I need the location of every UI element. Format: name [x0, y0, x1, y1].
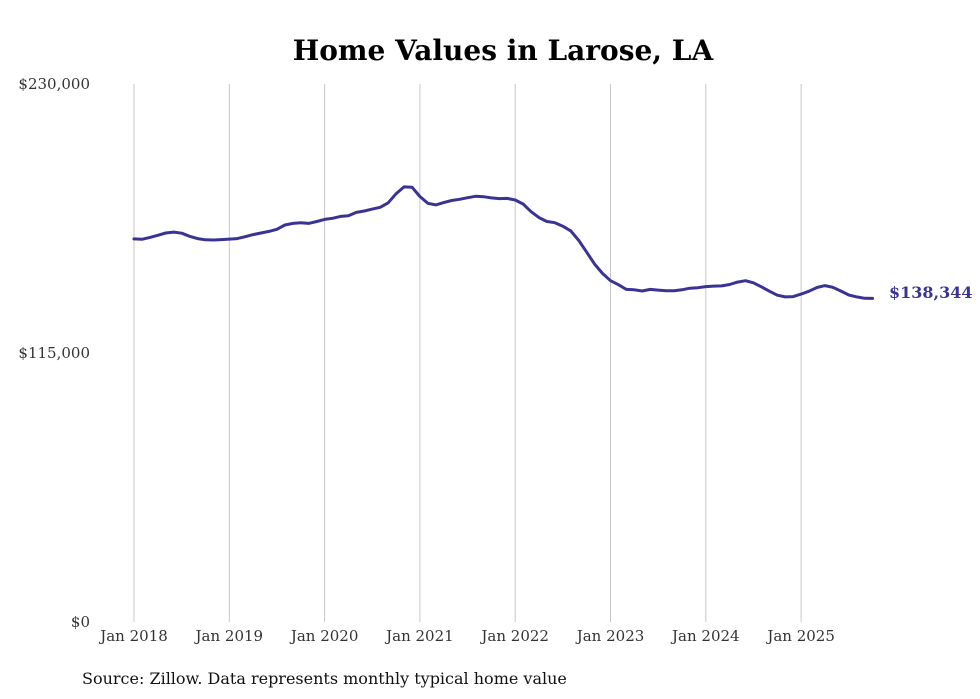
y-tick-label: $0 — [71, 613, 90, 631]
x-tick-label: Jan 2020 — [289, 627, 359, 645]
series-line-home-value — [132, 185, 875, 300]
x-tick-label: Jan 2018 — [98, 627, 168, 645]
x-tick-label: Jan 2021 — [384, 627, 454, 645]
gridlines — [133, 84, 802, 622]
y-tick-label: $230,000 — [18, 75, 90, 93]
x-axis-ticks: Jan 2018 Jan 2019 Jan 2020 Jan 2021 Jan 2022… — [98, 627, 835, 645]
x-tick-label: Jan 2023 — [575, 627, 645, 645]
x-tick-label: Jan 2022 — [479, 627, 549, 645]
end-value-label: $138,344 — [889, 283, 973, 302]
chart-title: Home Values in Larose, LA — [293, 34, 715, 67]
y-axis-ticks: $0 $115,000 $230,000 — [18, 75, 90, 631]
source-note: Source: Zillow. Data represents monthly … — [82, 669, 567, 688]
x-tick-label: Jan 2025 — [765, 627, 835, 645]
x-tick-label: Jan 2019 — [194, 627, 264, 645]
x-tick-label: Jan 2024 — [670, 627, 740, 645]
y-tick-label: $115,000 — [18, 344, 90, 362]
